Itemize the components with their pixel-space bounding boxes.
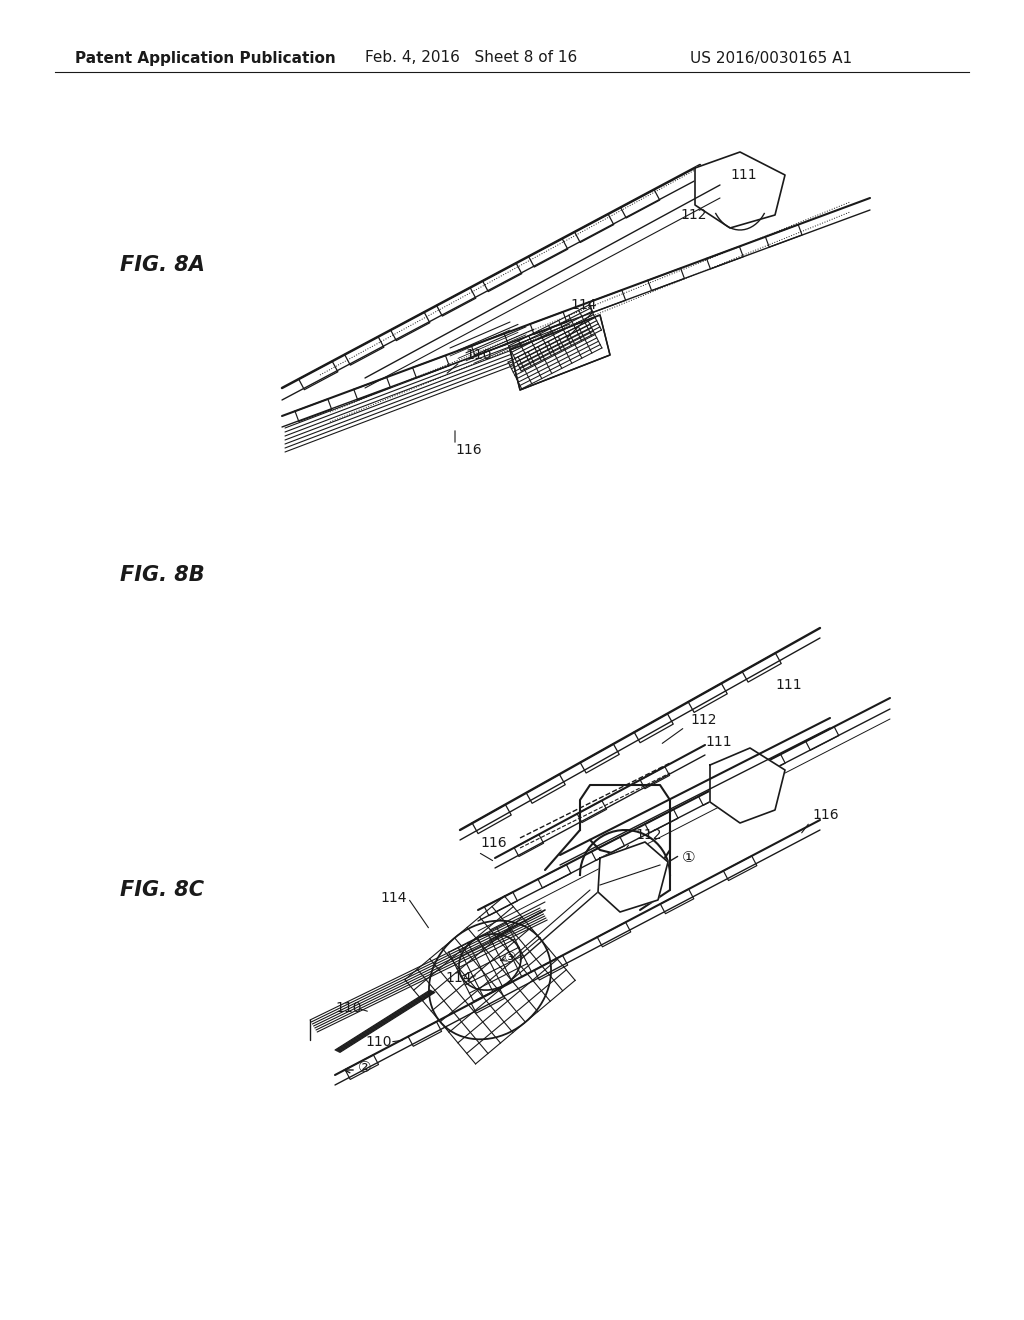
Text: 111: 111 xyxy=(730,168,757,182)
Text: Patent Application Publication: Patent Application Publication xyxy=(75,50,336,66)
Polygon shape xyxy=(510,315,610,389)
Text: Feb. 4, 2016   Sheet 8 of 16: Feb. 4, 2016 Sheet 8 of 16 xyxy=(365,50,578,66)
Polygon shape xyxy=(710,748,785,822)
Text: 114: 114 xyxy=(380,891,407,906)
Text: 111: 111 xyxy=(775,678,802,692)
Text: 114: 114 xyxy=(445,972,471,985)
Polygon shape xyxy=(598,842,668,912)
Text: 116: 116 xyxy=(480,836,507,850)
Text: US 2016/0030165 A1: US 2016/0030165 A1 xyxy=(690,50,852,66)
Text: 110: 110 xyxy=(335,1001,361,1015)
Text: 114: 114 xyxy=(570,298,597,312)
Text: FIG. 8C: FIG. 8C xyxy=(120,880,204,900)
Polygon shape xyxy=(695,152,785,228)
Text: FIG. 8A: FIG. 8A xyxy=(120,255,205,275)
Text: 112: 112 xyxy=(680,209,707,222)
Text: 110: 110 xyxy=(465,348,492,362)
Text: 116: 116 xyxy=(455,444,481,457)
Text: 116: 116 xyxy=(812,808,839,822)
Text: ②: ② xyxy=(358,1060,372,1076)
Text: 112: 112 xyxy=(635,828,662,842)
Text: 111: 111 xyxy=(705,735,731,748)
Text: FIG. 8B: FIG. 8B xyxy=(120,565,205,585)
Text: ①: ① xyxy=(682,850,695,865)
Text: 112: 112 xyxy=(690,713,717,727)
Text: ③: ③ xyxy=(504,950,516,965)
Text: 110: 110 xyxy=(365,1035,391,1049)
